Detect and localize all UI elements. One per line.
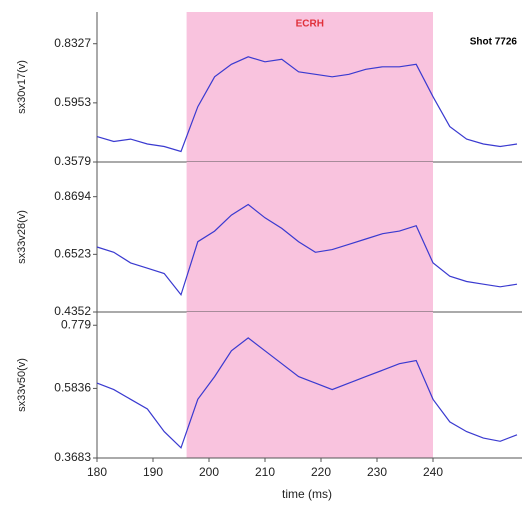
- y-tick-label: 0.779: [61, 317, 91, 331]
- x-axis-label: time (ms): [282, 487, 332, 501]
- y-tick-label: 0.8694: [54, 189, 91, 203]
- y-axis-label: sx33v50(v): [16, 358, 28, 412]
- y-tick-label: 0.3579: [54, 154, 91, 168]
- signal-line: [96, 337, 518, 449]
- y-axis-label: sx33v28(v): [16, 210, 28, 264]
- annotation: Shot 7726: [470, 37, 518, 48]
- x-tick-label: 220: [311, 465, 331, 479]
- signal-line: [96, 203, 518, 297]
- y-tick-label: 0.3683: [54, 450, 91, 464]
- x-tick-label: 230: [367, 465, 387, 479]
- signal-line: [96, 56, 518, 153]
- ecrh-span: [186, 12, 433, 162]
- x-tick-label: 210: [255, 465, 275, 479]
- x-tick-label: 240: [423, 465, 443, 479]
- ecrh-span: [186, 162, 433, 312]
- y-tick-label: 0.6523: [54, 247, 91, 261]
- x-tick-label: 190: [143, 465, 163, 479]
- annotation: ECRH: [296, 19, 324, 30]
- y-tick-label: 0.4352: [54, 304, 91, 318]
- y-tick-label: 0.5836: [54, 381, 91, 395]
- x-tick-label: 200: [199, 465, 219, 479]
- y-tick-label: 0.8327: [54, 36, 91, 50]
- y-tick-label: 0.5953: [54, 95, 91, 109]
- ecrh-span: [186, 312, 433, 458]
- x-tick-label: 180: [87, 465, 107, 479]
- y-axis-label: sx30v17(v): [16, 60, 28, 114]
